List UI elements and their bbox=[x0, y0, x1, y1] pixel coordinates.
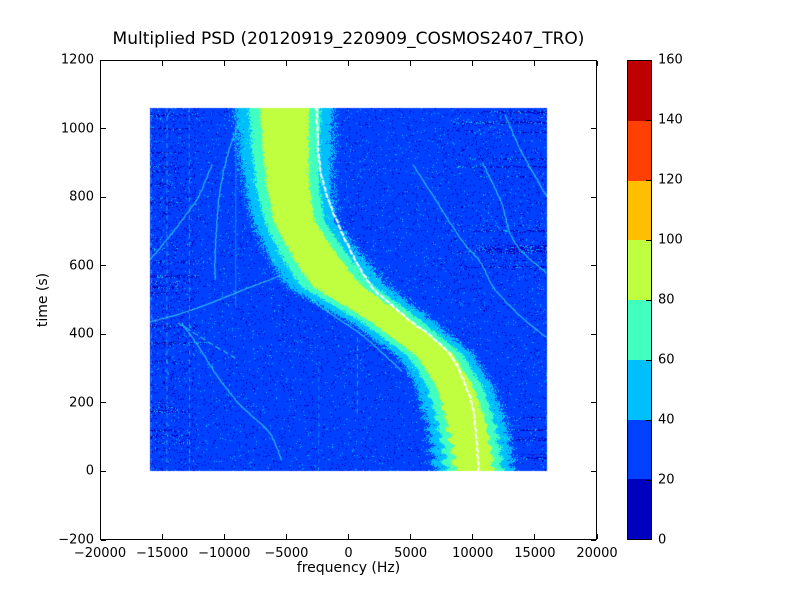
x-tick-label: 15000 bbox=[514, 546, 556, 561]
colorbar-tick-label: 140 bbox=[658, 112, 683, 128]
y-tick bbox=[101, 470, 106, 472]
axes-frame bbox=[100, 60, 597, 540]
x-tick bbox=[596, 534, 598, 539]
colorbar-band-0-20 bbox=[628, 479, 651, 539]
x-tick bbox=[285, 61, 287, 66]
y-tick-label: 400 bbox=[69, 326, 94, 342]
colorbar-band-40-60 bbox=[628, 359, 651, 420]
y-tick bbox=[101, 333, 106, 335]
x-axis-label: frequency (Hz) bbox=[296, 560, 401, 576]
x-tick bbox=[534, 61, 536, 66]
x-tick-label: −10000 bbox=[198, 546, 251, 561]
x-tick bbox=[99, 534, 101, 539]
colorbar-tick bbox=[646, 479, 651, 481]
x-tick bbox=[472, 61, 474, 66]
y-tick bbox=[591, 265, 596, 267]
colorbar-tick-label: 80 bbox=[658, 292, 675, 308]
colorbar-tick-label: 120 bbox=[658, 172, 683, 188]
y-tick bbox=[101, 265, 106, 267]
y-tick bbox=[591, 402, 596, 404]
x-tick-label: −20000 bbox=[73, 546, 127, 561]
y-tick-label: 1200 bbox=[60, 52, 94, 68]
y-tick bbox=[101, 402, 106, 404]
y-tick bbox=[101, 196, 106, 198]
x-tick bbox=[223, 61, 225, 66]
colorbar-tick bbox=[646, 179, 651, 181]
y-tick bbox=[101, 539, 106, 541]
psd-heatmap-canvas bbox=[100, 60, 597, 540]
x-tick-label: 0 bbox=[344, 546, 353, 561]
x-tick bbox=[161, 61, 163, 66]
colorbar-tick-label: 60 bbox=[658, 352, 675, 368]
colorbar-band-80-100 bbox=[628, 240, 651, 300]
colorbar-band-120-140 bbox=[628, 120, 651, 181]
x-tick bbox=[596, 61, 598, 66]
y-tick-label: 600 bbox=[69, 258, 94, 274]
x-tick-label: 10000 bbox=[452, 546, 494, 561]
y-tick bbox=[591, 470, 596, 472]
y-axis-label: time (s) bbox=[35, 272, 51, 328]
y-tick bbox=[101, 128, 106, 130]
x-tick bbox=[410, 534, 412, 539]
y-tick bbox=[591, 333, 596, 335]
colorbar-tick-label: 20 bbox=[658, 472, 675, 488]
x-tick bbox=[99, 61, 101, 66]
x-tick bbox=[285, 534, 287, 539]
y-tick-label: −200 bbox=[58, 532, 94, 548]
colorbar-band-100-120 bbox=[628, 180, 651, 241]
y-tick bbox=[591, 539, 596, 541]
y-tick bbox=[591, 59, 596, 61]
colorbar-tick-label: 160 bbox=[658, 52, 683, 68]
x-tick bbox=[472, 534, 474, 539]
y-tick bbox=[591, 196, 596, 198]
y-tick-label: 200 bbox=[69, 395, 94, 411]
x-tick bbox=[348, 61, 349, 66]
colorbar bbox=[627, 60, 652, 540]
y-tick-label: 800 bbox=[69, 189, 94, 205]
colorbar-tick-label: 40 bbox=[658, 412, 675, 428]
x-tick bbox=[223, 534, 225, 539]
y-tick-label: 0 bbox=[85, 463, 94, 479]
x-tick-label: −15000 bbox=[136, 546, 189, 561]
x-tick-label: −5000 bbox=[264, 546, 309, 561]
colorbar-band-20-40 bbox=[628, 419, 651, 480]
colorbar-tick bbox=[646, 119, 651, 121]
colorbar-band-60-80 bbox=[628, 300, 651, 360]
colorbar-tick bbox=[646, 419, 651, 421]
x-tick-label: 5000 bbox=[394, 546, 428, 561]
x-tick bbox=[348, 534, 349, 539]
y-tick bbox=[101, 59, 106, 61]
colorbar-tick-label: 100 bbox=[658, 232, 683, 248]
colorbar-tick bbox=[646, 239, 651, 241]
chart-title: Multiplied PSD (20120919_220909_COSMOS24… bbox=[112, 29, 585, 49]
colorbar-tick-label: 0 bbox=[658, 532, 667, 548]
y-tick bbox=[591, 128, 596, 130]
x-tick bbox=[161, 534, 163, 539]
x-tick bbox=[534, 534, 536, 539]
colorbar-tick bbox=[646, 359, 651, 361]
y-tick-label: 1000 bbox=[60, 121, 94, 137]
colorbar-band-140-160 bbox=[628, 61, 651, 121]
x-tick bbox=[410, 61, 412, 66]
x-tick-label: 20000 bbox=[576, 546, 618, 561]
colorbar-tick bbox=[646, 299, 651, 301]
